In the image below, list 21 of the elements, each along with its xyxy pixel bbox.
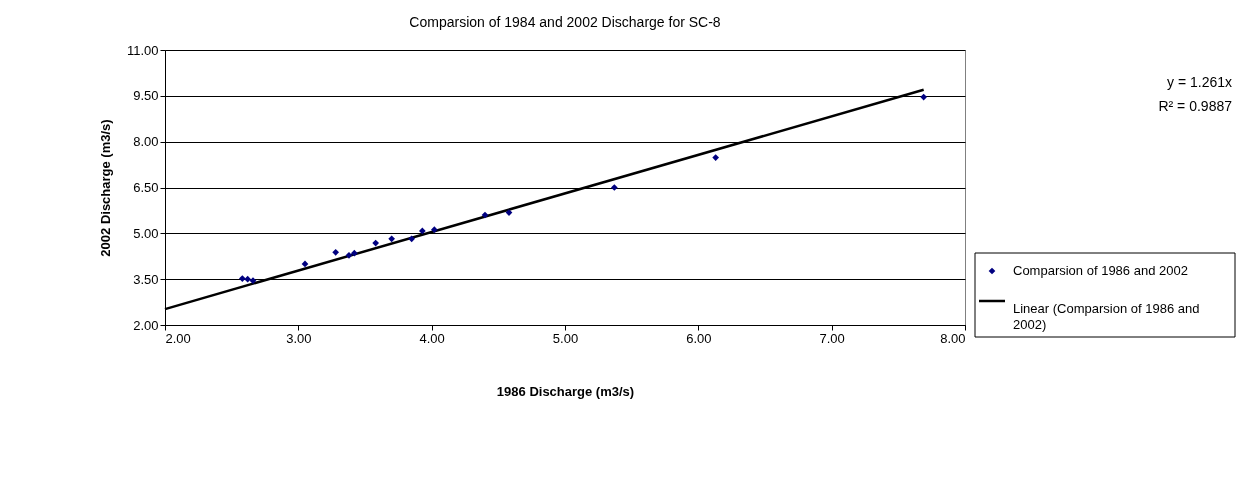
legend-label: Comparsion of 1986 and 2002 [1013,263,1188,278]
y-tick-label: 9.50 [133,88,159,104]
y-tick-label: 3.50 [133,271,159,287]
chart-title: Comparsion of 1984 and 2002 Discharge for SC-8 [409,14,721,30]
x-tick-label: 2.00 [165,330,191,346]
y-axis-title: 2002 Discharge (m3/s) [97,119,113,257]
x-tick-label: 5.00 [552,330,579,346]
x-tick-label: 6.00 [686,330,712,346]
y-tick-label: 8.00 [133,134,159,150]
x-axis-title: 1986 Discharge (m3/s) [496,383,635,399]
y-tick-label: 6.50 [133,180,159,195]
text: R² = 0.9887 [1158,98,1233,114]
x-tick-label: 8.00 [940,330,966,346]
x-tick-label: 7.00 [819,330,845,346]
y-tick-label: 11.00 [126,42,159,58]
y-tick-label: 5.00 [133,225,159,241]
legend-label: Linear (Comparsion of 1986 and 2002) [1013,301,1200,332]
x-tick-label: 4.00 [419,330,445,346]
x-tick-label: 3.00 [286,330,312,346]
y-tick-label: 2.00 [133,317,159,333]
text: y = 1.261x [1167,74,1232,90]
